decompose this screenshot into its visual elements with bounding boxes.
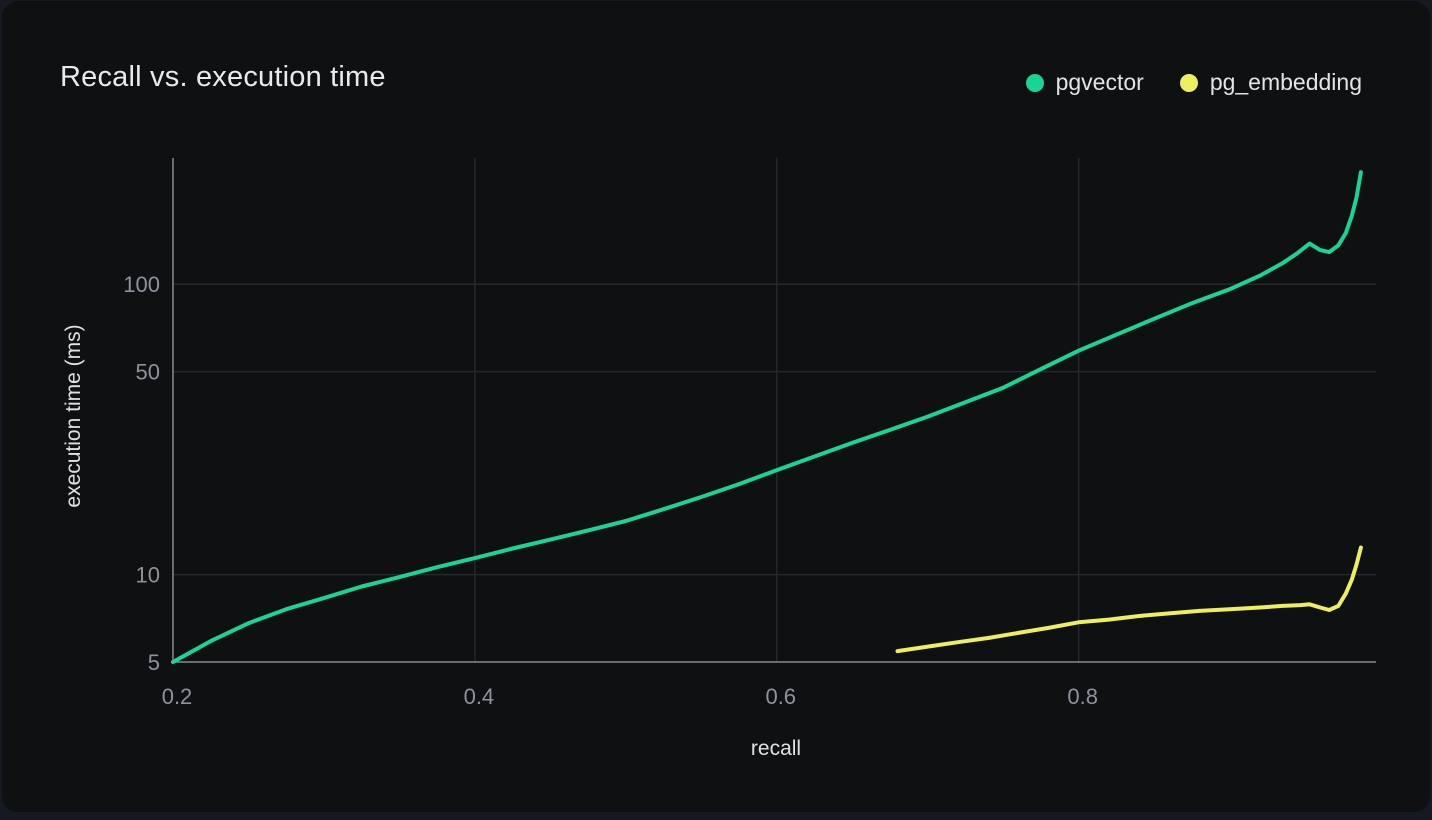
legend-item-pg-embedding[interactable]: pg_embedding: [1179, 69, 1362, 96]
x-tick-label: 0.4: [464, 684, 495, 709]
series-line-pg_embedding: [895, 545, 1363, 654]
legend-dot-yellow-icon: [1179, 73, 1198, 92]
x-tick-label: 0.8: [1067, 684, 1098, 709]
y-tick-label: 100: [123, 272, 160, 297]
y-tick-label: 50: [136, 360, 160, 385]
chart-title: Recall vs. execution time: [60, 61, 386, 93]
legend-label-pgvector: pgvector: [1055, 69, 1144, 95]
x-tick-label: 0.6: [765, 684, 796, 709]
y-tick-label: 10: [136, 563, 160, 588]
legend-item-pgvector[interactable]: pgvector: [1025, 69, 1144, 96]
x-axis-title: recall: [750, 737, 802, 760]
series-line-pgvector: [171, 170, 1363, 664]
y-tick-label: 5: [148, 650, 160, 675]
legend: pgvector pg_embedding: [1025, 69, 1362, 96]
legend-label-pg-embedding: pg_embedding: [1209, 69, 1362, 95]
legend-dot-green-icon: [1025, 73, 1044, 92]
y-axis-title: execution time (ms): [62, 324, 85, 508]
x-tick-label: 0.2: [162, 684, 193, 709]
